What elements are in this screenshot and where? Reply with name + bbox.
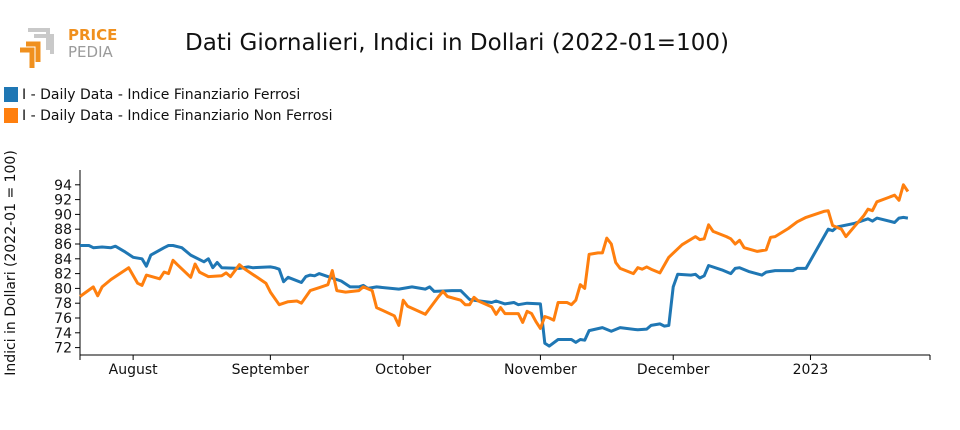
pricepedia-logo: PRICE PEDIA [18, 24, 128, 74]
y-tick-label: 88 [54, 222, 72, 238]
chart-title: Dati Giornalieri, Indici in Dollari (202… [185, 30, 729, 56]
y-tick-label: 76 [54, 311, 72, 327]
legend-swatch-ferrosi [4, 87, 18, 102]
x-tick-label: October [375, 362, 431, 378]
legend-item-non-ferrosi[interactable]: I - Daily Data - Indice Finanziario Non … [4, 105, 333, 126]
y-tick-label: 74 [54, 326, 72, 342]
x-tick-label: 2023 [793, 362, 829, 378]
y-tick-label: 80 [54, 281, 72, 297]
y-tick-label: 84 [54, 252, 72, 268]
logo-bracket-gray-2 [34, 34, 54, 54]
x-tick-label: August [109, 362, 159, 378]
series-line-non-ferrosi[interactable] [79, 183, 910, 330]
x-tick-label: November [504, 362, 577, 378]
x-axis: August September October November December 20… [79, 354, 931, 378]
y-axis-label: Indici in Dollari (2022-01 = 100) [3, 150, 19, 376]
chart-legend: I - Daily Data - Indice Finanziario Ferr… [4, 84, 333, 126]
y-tick-label: 82 [54, 267, 72, 283]
logo-text-line2: PEDIA [68, 43, 113, 61]
legend-item-ferrosi[interactable]: I - Daily Data - Indice Finanziario Ferr… [4, 84, 333, 105]
y-tick-label: 94 [54, 178, 72, 194]
y-tick-label: 78 [54, 296, 72, 312]
y-tick-label: 72 [54, 341, 72, 357]
logo-bracket-gray [28, 28, 50, 50]
logo-text-line1: PRICE [68, 26, 117, 44]
logo-bracket-orange [20, 47, 35, 68]
series-lines [79, 183, 910, 348]
y-tick-label: 92 [54, 193, 72, 209]
logo-bracket-orange-2 [26, 41, 41, 62]
legend-label-ferrosi: I - Daily Data - Indice Finanziario Ferr… [22, 86, 301, 103]
x-tick-label: September [232, 362, 310, 378]
legend-swatch-non-ferrosi [4, 108, 18, 123]
y-tick-label: 90 [54, 207, 72, 223]
pricepedia-logo-mark: PRICE PEDIA [20, 26, 117, 68]
y-tick-label: 86 [54, 237, 72, 253]
legend-label-non-ferrosi: I - Daily Data - Indice Finanziario Non … [22, 107, 333, 124]
series-line-ferrosi[interactable] [80, 215, 909, 348]
x-tick-label: December [637, 362, 710, 378]
